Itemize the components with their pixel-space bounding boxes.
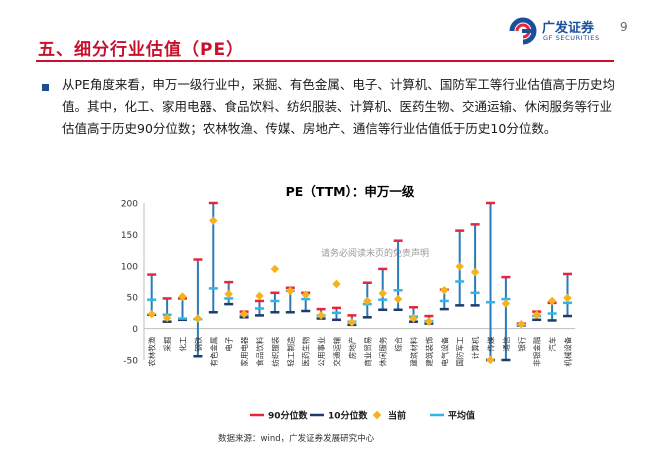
current-marker: [239, 309, 249, 319]
current-marker: [532, 310, 541, 320]
current-marker: [563, 293, 572, 303]
x-tick-label: 轻工制造: [285, 336, 295, 366]
current-marker: [178, 292, 187, 301]
x-tick-label: 非银金融: [532, 336, 542, 366]
current-marker: [547, 296, 557, 306]
current-marker: [363, 296, 372, 306]
x-tick-label: 农林牧渔: [147, 336, 157, 366]
logo-text: 广发证券: [542, 21, 595, 36]
x-tick-label: 有色金属: [208, 337, 218, 367]
current-marker: [424, 317, 434, 326]
watermark: 请务必阅读末页的免责声明: [321, 247, 429, 259]
x-tick-label: 家用电器: [239, 336, 249, 366]
data-source-note: 数据来源：wind，广发证券发展研究中心: [218, 434, 375, 444]
section-title: 五、细分行业估值（PE）: [38, 40, 245, 60]
y-tick-label: 100: [121, 262, 138, 272]
x-tick-label: 商业贸易: [362, 337, 372, 367]
logo-mark-icon: [509, 17, 537, 45]
current-marker: [393, 294, 403, 304]
current-marker: [332, 279, 341, 289]
chart-legend: 90分位数 10分位数 当前 平均值: [250, 410, 475, 422]
x-tick-label: 采掘: [162, 337, 172, 352]
bullet-square-icon: [42, 84, 49, 91]
page-number: 9: [620, 20, 628, 34]
x-tick-label: 电子: [224, 336, 234, 351]
x-tick-label: 建筑装饰: [424, 336, 434, 366]
x-tick-label: 国防军工: [455, 336, 465, 366]
current-marker: [470, 267, 480, 277]
x-tick-label: 化工: [178, 336, 188, 351]
x-tick-label: 机械设备: [563, 336, 573, 366]
legend-label: 90分位数: [268, 410, 309, 422]
plot-area: -50 0 50 100 150 200 农林牧渔 采掘 化工 钢铁 有色金属 电子 家用电器 食品饮料纺…: [121, 200, 576, 367]
header: 五、细分行业估值（PE） 广发证券 GF SECURITIES 9: [0, 0, 650, 62]
x-tick-label: 计算机: [470, 336, 480, 359]
current-marker: [517, 319, 526, 329]
legend-swatch: [372, 410, 382, 420]
current-marker: [162, 313, 172, 323]
y-tick-label: -50: [123, 357, 138, 367]
y-tick-label: 50: [127, 294, 139, 304]
chart-title: PE（TTM）：申万一级: [286, 184, 415, 199]
x-tick-label: 纺织服装: [270, 336, 280, 366]
legend-label: 平均值: [448, 410, 475, 422]
y-tick-label: 150: [121, 231, 138, 241]
current-marker: [209, 216, 218, 225]
y-tick-label: 200: [121, 200, 138, 210]
current-marker: [224, 289, 233, 299]
legend-label: 10分位数: [328, 410, 369, 422]
current-marker: [347, 318, 357, 327]
current-marker: [455, 262, 464, 271]
x-tick-label: 综合: [393, 336, 403, 351]
current-marker: [193, 314, 203, 323]
logo-subtext: GF SECURITIES: [543, 34, 600, 42]
current-marker: [286, 286, 295, 296]
x-tick-label: 食品饮料: [255, 336, 265, 366]
x-tick-label: 银行: [516, 336, 526, 351]
y-tick-label: 0: [132, 325, 138, 335]
current-marker: [501, 299, 511, 308]
current-marker: [316, 311, 326, 320]
header-divider: [36, 60, 614, 62]
x-tick-label: 电气设备: [439, 336, 449, 366]
current-marker: [270, 264, 280, 274]
legend-label: 当前: [388, 410, 406, 422]
gf-securities-logo: 广发证券 GF SECURITIES: [508, 16, 608, 48]
current-marker: [301, 290, 310, 299]
x-tick-label: 休闲服务: [378, 336, 388, 366]
current-marker: [409, 314, 418, 323]
x-tick-label: 房地产: [347, 337, 357, 360]
current-marker: [440, 286, 449, 295]
x-tick-label: 汽车: [547, 336, 557, 351]
current-marker: [147, 309, 156, 319]
x-tick-label: 医药生物: [301, 336, 311, 366]
x-tick-label: 公用事业: [316, 336, 326, 366]
current-marker: [486, 355, 495, 365]
x-tick-label: 传媒: [486, 336, 496, 351]
summary-text: 从PE角度来看，申万一级行业中，采掘、有色金属、电子、计算机、国防军工等行业估值…: [62, 77, 615, 136]
current-marker: [378, 289, 387, 298]
x-tick-label: 通信: [501, 336, 511, 351]
x-tick-label: 交通运输: [332, 336, 342, 366]
x-tick-label: 建筑材料: [409, 336, 419, 366]
current-marker: [255, 291, 264, 301]
x-tick-label: 钢铁: [193, 336, 203, 351]
